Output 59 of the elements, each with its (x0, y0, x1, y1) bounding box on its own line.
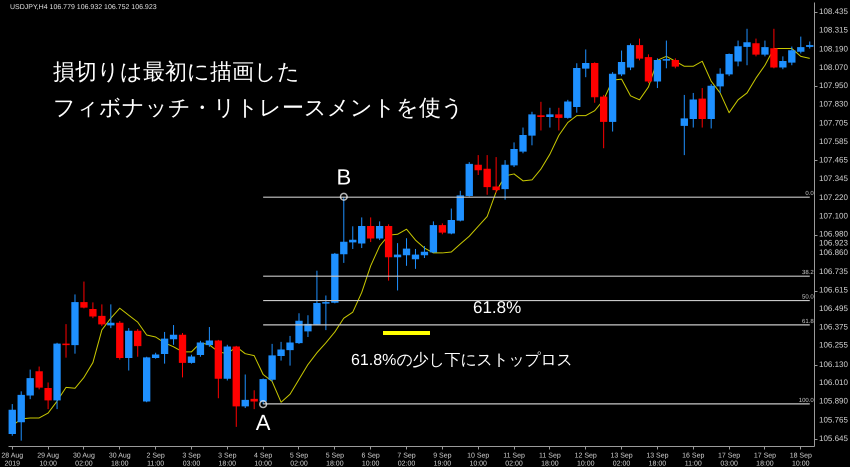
candlestick (537, 101, 545, 131)
y-tick-label: 105.765 (819, 416, 848, 425)
candlestick (134, 328, 142, 358)
candlestick (761, 40, 769, 57)
candlestick (367, 216, 374, 243)
y-tick-label: 107.585 (819, 137, 848, 146)
annotation: 61.8% (473, 298, 522, 317)
candlestick (80, 281, 88, 309)
annotation: A (256, 410, 271, 436)
candlestick (770, 28, 778, 69)
candlestick (438, 222, 446, 235)
y-tick-label: 106.860 (819, 248, 848, 258)
y-tick-label: 106.010 (819, 378, 848, 388)
candlestick (62, 324, 70, 358)
y-tick-label: 105.645 (819, 434, 848, 444)
y-tick-label: 107.830 (819, 100, 848, 109)
y-tick-label: 107.220 (819, 192, 848, 202)
candlestick (636, 38, 644, 61)
candlestick (752, 38, 760, 57)
annotation: フィボナッチ・リトレースメントを使う (53, 95, 464, 120)
y-tick-label: 106.495 (819, 304, 848, 313)
y-tick-label: 107.950 (819, 81, 848, 90)
candlestick (402, 238, 410, 266)
y-tick-label: 106.735 (819, 267, 848, 276)
candlestick (107, 304, 114, 329)
candlestick (519, 127, 527, 154)
y-tick-label: 108.190 (819, 44, 848, 54)
y-tick-label: 108.315 (819, 25, 848, 34)
candlestick (295, 312, 303, 344)
candlestick (394, 242, 402, 291)
y-tick-label: 106.923 (819, 238, 848, 248)
y-tick-label: 107.345 (819, 174, 848, 183)
candlestick (698, 88, 706, 128)
candlestick (546, 107, 554, 128)
annotation: 61.8%の少し下にストップロス (351, 351, 572, 369)
candlestick (376, 220, 384, 241)
y-tick-label: 108.435 (819, 6, 848, 16)
y-tick-label: 105.890 (819, 396, 848, 406)
candlestick (35, 366, 43, 390)
y-tick-label: 107.705 (819, 118, 848, 128)
y-tick-label: 107.100 (819, 211, 848, 220)
candlestick (242, 374, 249, 409)
y-tick-label: 106.980 (819, 230, 848, 239)
y-tick-label: 106.615 (819, 286, 848, 295)
candlestick (44, 382, 52, 410)
y-tick-label: 106.375 (819, 322, 848, 332)
candlestick (644, 54, 652, 84)
candlestick (250, 390, 258, 410)
y-tick-label: 108.070 (819, 62, 848, 72)
candlestick (743, 28, 751, 66)
candlestick (555, 107, 563, 131)
y-tick-label: 106.255 (819, 340, 848, 350)
candlestick (528, 111, 536, 146)
y-tick-label: 106.130 (819, 360, 848, 369)
y-tick-label: 107.465 (819, 155, 848, 164)
annotation: B (336, 164, 352, 190)
candlestick (412, 248, 420, 270)
annotation: 損切りは最初に描画した (53, 59, 300, 84)
candlestick (672, 58, 679, 69)
